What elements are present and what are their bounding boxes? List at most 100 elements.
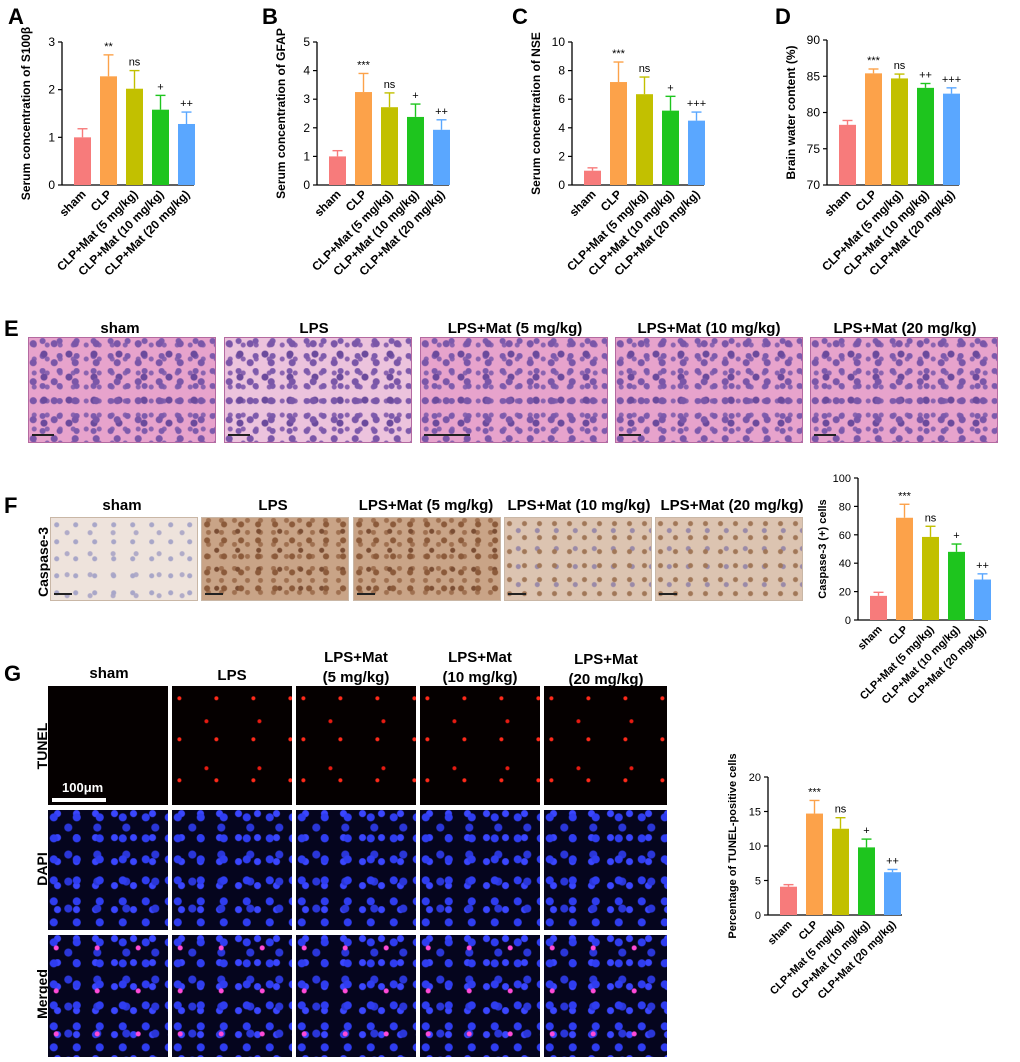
chart-g-bar [832, 828, 849, 915]
g-header-mat10: LPS+Mat (10 mg/kg) [420, 648, 540, 688]
panel-label-b: B [262, 4, 278, 29]
tunel-image-mat20 [544, 686, 667, 805]
chart-g-category-label: sham [766, 918, 795, 947]
chart-b-bar [433, 129, 450, 185]
chart-d-annotation: ++ [919, 70, 932, 82]
chart-a-annotation: ** [104, 41, 113, 53]
chart-c-ytick-label: 2 [558, 149, 565, 163]
chart-d-annotation: ns [894, 60, 906, 72]
chart-f-annotation: + [953, 530, 959, 542]
chart-c-bar [688, 120, 705, 185]
chart-f-category-label: sham [856, 623, 885, 652]
panel-label-d: D [775, 4, 791, 29]
g-header-sham-line1: sham [89, 665, 129, 682]
chart-b-bar [381, 107, 398, 185]
chart-f-ytick-label: 60 [839, 530, 851, 542]
chart-f-bar [922, 536, 939, 620]
chart-g-annotation: + [863, 825, 869, 837]
chart-a-category-label: sham [57, 187, 89, 219]
he-scale-bar-sham [32, 434, 54, 436]
chart-c-bar [610, 82, 627, 185]
chart-g-bar [780, 886, 797, 915]
panel-label-g: G [4, 661, 22, 686]
chart-c-annotation: + [667, 82, 673, 94]
chart-b-ytick-label: 4 [303, 64, 310, 78]
chart-g-annotation: *** [808, 786, 822, 798]
ihc-image-mat5 [353, 517, 501, 601]
e-header-mat5: LPS+Mat (5 mg/kg) [447, 320, 583, 337]
chart-b-ytick-label: 0 [303, 178, 310, 192]
chart-c-annotation: *** [612, 48, 626, 60]
merged-image-mat5 [296, 935, 416, 1057]
chart-b-bar [355, 92, 372, 185]
ihc-image-mat20 [655, 517, 803, 601]
chart-g-ytick-label: 20 [749, 772, 761, 784]
chart-f-annotation: ns [925, 512, 937, 524]
chart-f-ylabel: Caspase-3 (+) cells [817, 499, 829, 598]
chart-b: 0 1 2 3 4 5 Serum concentration of GFAP sham ***… [274, 28, 450, 278]
panel-label-a: A [8, 4, 24, 29]
e-header-lps: LPS [299, 320, 329, 337]
chart-g-bar [806, 813, 823, 915]
chart-f-annotation: ++ [976, 560, 989, 572]
g-header-lps-line1: LPS [217, 667, 247, 684]
g-header-mat20-line2: (20 mg/kg) [568, 671, 644, 688]
chart-a-bar [178, 123, 195, 185]
ihc-scale-bar-mat10 [508, 593, 526, 595]
chart-g-annotation: ++ [886, 855, 899, 867]
chart-d-ytick-label: 90 [807, 33, 821, 47]
tunel-image-mat5 [296, 686, 416, 805]
f-header-mat5: LPS+Mat (5 mg/kg) [358, 497, 494, 514]
chart-b-annotation: + [412, 90, 418, 102]
chart-b-ylabel: Serum concentration of GFAP [274, 28, 288, 199]
chart-f-ytick-label: 40 [839, 558, 851, 570]
chart-c-annotation: +++ [687, 98, 706, 110]
g-header-mat5-line1: LPS+Mat [324, 649, 388, 666]
chart-c-ytick-label: 4 [558, 121, 565, 135]
g-header-mat20: LPS+Mat (20 mg/kg) [546, 650, 666, 690]
g-header-mat10-line1: LPS+Mat [448, 649, 512, 666]
chart-g-ytick-label: 0 [755, 910, 761, 922]
chart-d-bar [865, 73, 882, 185]
he-image-lps [224, 337, 412, 443]
chart-g-bar [884, 872, 901, 915]
f-header-sham: sham [102, 497, 142, 514]
dapi-image-mat10 [420, 810, 540, 930]
chart-g-bar [858, 847, 875, 915]
chart-b-ytick-label: 3 [303, 92, 310, 106]
he-scale-bar-mat20 [814, 434, 836, 436]
g-header-mat20-line1: LPS+Mat [574, 651, 638, 668]
chart-a-bar [100, 76, 117, 185]
he-image-mat10 [615, 337, 803, 443]
chart-f-ytick-label: 100 [833, 473, 851, 485]
he-scale-bar-mat5 [424, 434, 470, 436]
chart-b-bar [407, 116, 424, 185]
chart-f-annotation: *** [898, 490, 912, 502]
e-header-mat10: LPS+Mat (10 mg/kg) [637, 320, 781, 337]
ihc-scale-bar-sham [54, 593, 72, 595]
he-scale-bar-mat10 [619, 434, 641, 436]
dapi-image-mat20 [544, 810, 667, 930]
chart-a-ytick-label: 0 [48, 178, 55, 192]
chart-c-annotation: ns [639, 63, 651, 75]
chart-g-ytick-label: 5 [755, 876, 761, 888]
tunel-image-mat10 [420, 686, 540, 805]
g-header-lps: LPS [172, 666, 292, 686]
he-scale-bar-lps [228, 434, 250, 436]
chart-a-annotation: ns [129, 57, 141, 69]
g-header-mat10-line2: (10 mg/kg) [442, 669, 518, 686]
chart-a-bar [126, 88, 143, 185]
chart-f-ytick-label: 80 [839, 501, 851, 513]
f-header-lps: LPS [258, 497, 288, 514]
chart-a-bar [74, 137, 91, 185]
scale-bar-label: 100μm [62, 780, 104, 795]
ihc-scale-bar-mat5 [357, 593, 375, 595]
chart-d-category-label: sham [822, 187, 854, 219]
chart-d-ylabel: Brain water content (%) [784, 45, 798, 179]
g-header-sham: sham [50, 664, 168, 684]
chart-c-ytick-label: 6 [558, 92, 565, 106]
chart-d-ytick-label: 85 [807, 69, 821, 83]
chart-f-bar [974, 579, 991, 620]
chart-f-ytick-label: 20 [839, 587, 851, 599]
